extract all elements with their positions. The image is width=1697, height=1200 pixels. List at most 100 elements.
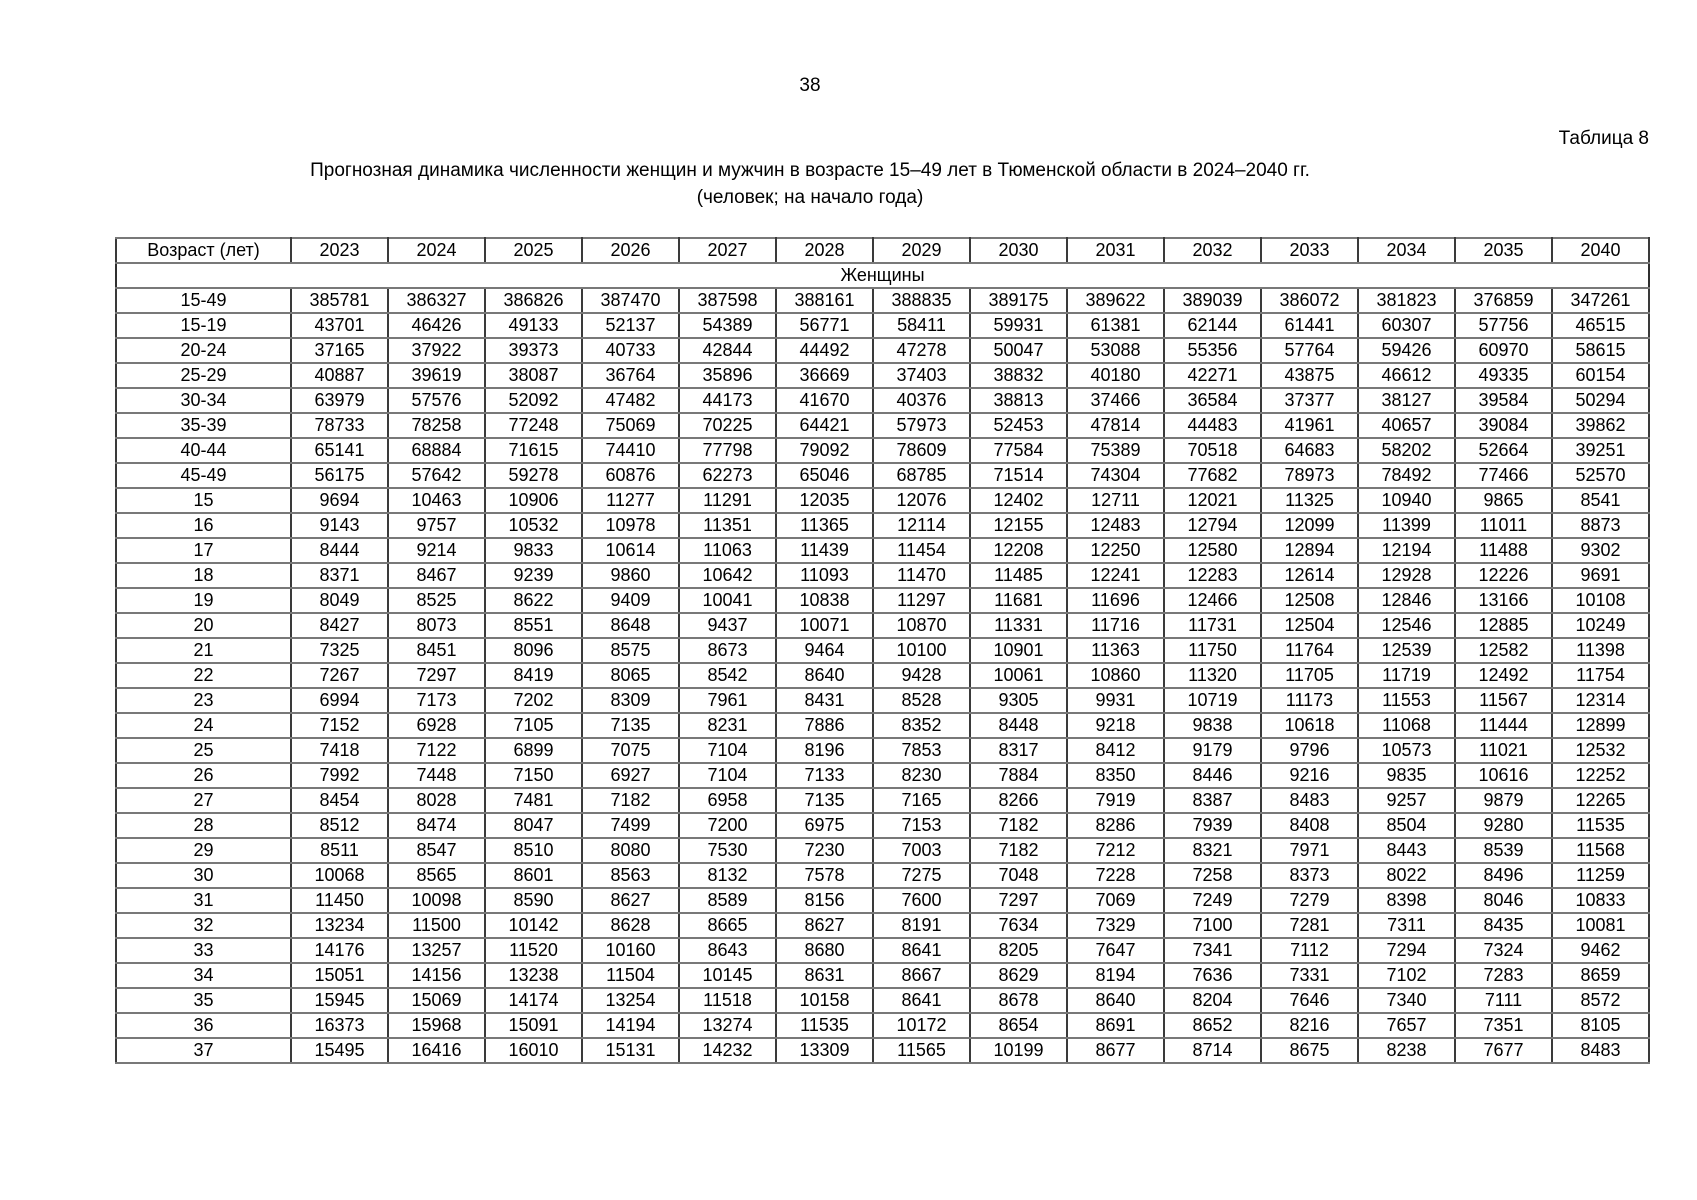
value-cell: 7104 (678, 762, 777, 789)
table-row: 15 9694 10463 10906 11277 11291 12035 12076 1240… (115, 487, 1650, 514)
value-cell: 10249 (1551, 612, 1650, 639)
value-cell: 8575 (581, 637, 680, 664)
value-cell: 7003 (872, 837, 971, 864)
value-cell: 13238 (484, 962, 583, 989)
value-cell: 9835 (1357, 762, 1456, 789)
table-row: 31 11450 10098 8590 8627 8589 8156 7600 7297 7069… (115, 887, 1650, 914)
value-cell: 40733 (581, 337, 680, 364)
value-cell: 10901 (969, 637, 1068, 664)
value-cell: 15131 (581, 1037, 680, 1064)
row-age-cell: 25-29 (115, 362, 292, 389)
value-cell: 7646 (1260, 987, 1359, 1014)
value-cell: 36584 (1163, 387, 1262, 414)
value-cell: 7173 (387, 687, 486, 714)
value-cell: 63979 (290, 387, 389, 414)
value-cell: 7448 (387, 762, 486, 789)
value-cell: 12846 (1357, 587, 1456, 614)
table-row: 25-29 40887 39619 38087 36764 35896 36669 37403… (115, 362, 1650, 389)
value-cell: 12532 (1551, 737, 1650, 764)
value-cell: 62144 (1163, 312, 1262, 339)
value-cell: 12711 (1066, 487, 1165, 514)
value-cell: 8648 (581, 612, 680, 639)
value-cell: 10642 (678, 562, 777, 589)
value-cell: 8286 (1066, 812, 1165, 839)
value-cell: 12546 (1357, 612, 1456, 639)
value-cell: 11565 (872, 1037, 971, 1064)
value-cell: 12035 (775, 487, 874, 514)
year-column-header: 2027 (678, 237, 777, 264)
value-cell: 15495 (290, 1037, 389, 1064)
value-cell: 11439 (775, 537, 874, 564)
value-cell: 8446 (1163, 762, 1262, 789)
table-row: 18 8371 8467 9239 9860 10642 11093 11470 11485 12… (115, 562, 1650, 589)
value-cell: 12894 (1260, 537, 1359, 564)
value-cell: 7230 (775, 837, 874, 864)
table-row: 15-49 385781 386327 386826 387470 387598 38816… (115, 287, 1650, 314)
value-cell: 7133 (775, 762, 874, 789)
value-cell: 13274 (678, 1012, 777, 1039)
value-cell: 8643 (678, 937, 777, 964)
value-cell: 7578 (775, 862, 874, 889)
value-cell: 16416 (387, 1037, 486, 1064)
value-cell: 9409 (581, 587, 680, 614)
table-row: 19 8049 8525 8622 9409 10041 10838 11297 11681 11… (115, 587, 1650, 614)
value-cell: 12580 (1163, 537, 1262, 564)
value-cell: 79092 (775, 437, 874, 464)
value-cell: 10071 (775, 612, 874, 639)
value-cell: 11454 (872, 537, 971, 564)
value-cell: 9179 (1163, 737, 1262, 764)
row-age-cell: 32 (115, 912, 292, 939)
value-cell: 8196 (775, 737, 874, 764)
value-cell: 9239 (484, 562, 583, 589)
value-cell: 36764 (581, 362, 680, 389)
value-cell: 6899 (484, 737, 583, 764)
value-cell: 78258 (387, 412, 486, 439)
value-cell: 9838 (1163, 712, 1262, 739)
value-cell: 12539 (1357, 637, 1456, 664)
value-cell: 8565 (387, 862, 486, 889)
value-cell: 62273 (678, 462, 777, 489)
value-cell: 8678 (969, 987, 1068, 1014)
value-cell: 7657 (1357, 1012, 1456, 1039)
value-cell: 75069 (581, 412, 680, 439)
value-cell: 385781 (290, 287, 389, 314)
value-cell: 14176 (290, 937, 389, 964)
value-cell: 8622 (484, 587, 583, 614)
value-cell: 8028 (387, 787, 486, 814)
value-cell: 58411 (872, 312, 971, 339)
value-cell: 9694 (290, 487, 389, 514)
year-column-header: 2030 (969, 237, 1068, 264)
value-cell: 8640 (1066, 987, 1165, 1014)
value-cell: 12483 (1066, 512, 1165, 539)
value-cell: 44492 (775, 337, 874, 364)
table-row: 35-39 78733 78258 77248 75069 70225 64421 57973… (115, 412, 1650, 439)
value-cell: 11553 (1357, 687, 1456, 714)
value-cell: 389622 (1066, 287, 1165, 314)
value-cell: 11535 (1551, 812, 1650, 839)
value-cell: 60970 (1454, 337, 1553, 364)
value-cell: 59426 (1357, 337, 1456, 364)
row-age-cell: 31 (115, 887, 292, 914)
value-cell: 70225 (678, 412, 777, 439)
value-cell: 9879 (1454, 787, 1553, 814)
value-cell: 11470 (872, 562, 971, 589)
value-cell: 37922 (387, 337, 486, 364)
value-cell: 7212 (1066, 837, 1165, 864)
value-cell: 7228 (1066, 862, 1165, 889)
value-cell: 57764 (1260, 337, 1359, 364)
value-cell: 12265 (1551, 787, 1650, 814)
value-cell: 12928 (1357, 562, 1456, 589)
value-cell: 12504 (1260, 612, 1359, 639)
value-cell: 10068 (290, 862, 389, 889)
value-cell: 6958 (678, 787, 777, 814)
row-age-cell: 28 (115, 812, 292, 839)
value-cell: 43701 (290, 312, 389, 339)
value-cell: 47482 (581, 387, 680, 414)
value-cell: 12194 (1357, 537, 1456, 564)
value-cell: 8629 (969, 962, 1068, 989)
year-column-header: 2029 (872, 237, 971, 264)
table-row: 23 6994 7173 7202 8309 7961 8431 8528 9305 9931 10… (115, 687, 1650, 714)
value-cell: 71615 (484, 437, 583, 464)
value-cell: 7297 (969, 887, 1068, 914)
value-cell: 10719 (1163, 687, 1262, 714)
